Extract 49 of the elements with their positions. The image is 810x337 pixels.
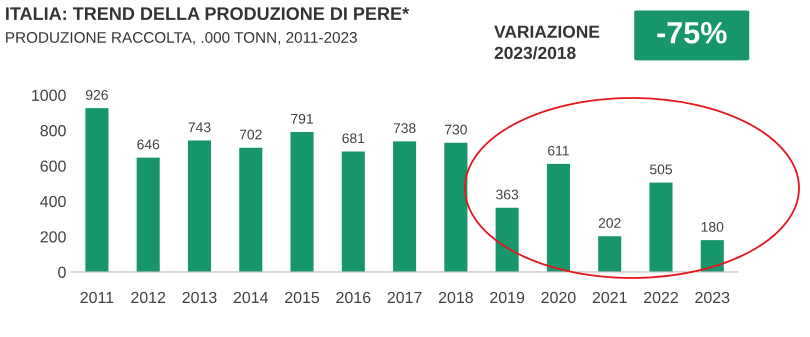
data-label: 926 — [86, 90, 108, 100]
bar — [342, 151, 365, 272]
data-label: 505 — [650, 164, 672, 174]
bar — [598, 236, 622, 272]
x-tick-label: 2013 — [182, 292, 217, 304]
x-tick-label: 2022 — [644, 292, 678, 304]
x-tick-label: 2012 — [131, 292, 166, 304]
x-tick-label: 2014 — [234, 292, 268, 304]
bar — [136, 158, 160, 272]
y-tick-label: 1000 — [32, 90, 66, 101]
data-label: 611 — [548, 146, 569, 156]
x-tick-label: 2015 — [285, 292, 320, 304]
x-tick-label: 2021 — [592, 292, 627, 304]
bar — [188, 140, 212, 272]
x-tick-label: 2018 — [438, 292, 473, 304]
bar — [290, 132, 314, 272]
text: VARIAZIONE 2023/2018 — [494, 26, 600, 60]
x-tick-label: 2016 — [336, 292, 370, 304]
data-label: 702 — [240, 130, 262, 140]
bar — [700, 240, 724, 272]
bar — [649, 182, 673, 272]
y-tick-label: 800 — [40, 125, 66, 136]
x-tick-label: 2017 — [388, 292, 422, 304]
y-tick-label: 0 — [58, 266, 66, 278]
bar — [393, 141, 416, 272]
y-tick-label: 400 — [40, 196, 66, 208]
x-tick-label: 2019 — [490, 292, 524, 304]
x-tick-label: 2020 — [541, 292, 576, 304]
data-label: 743 — [188, 122, 210, 132]
bar — [444, 142, 468, 272]
data-label: 646 — [137, 140, 160, 150]
bar — [239, 148, 262, 272]
bar — [496, 208, 519, 272]
y-tick-label: 200 — [40, 231, 66, 243]
text: -75% — [657, 22, 727, 44]
data-label: 738 — [394, 123, 416, 134]
data-label: 681 — [342, 133, 364, 144]
x-tick-label: 2023 — [695, 292, 730, 304]
y-tick-label: 600 — [40, 160, 66, 172]
chart-title: ITALIA: TREND DELLA PRODUZIONE DI PERE* — [6, 7, 410, 20]
data-label: 363 — [496, 190, 518, 200]
data-label: 791 — [291, 114, 313, 124]
x-tick-label: 2011 — [80, 292, 114, 304]
chart-subtitle: PRODUZIONE RACCOLTA, .000 TONN, 2011-2023 — [6, 32, 357, 45]
bar — [546, 164, 570, 272]
data-label: 180 — [702, 222, 724, 232]
data-label: 202 — [598, 218, 621, 228]
bar — [85, 108, 108, 272]
data-label: 730 — [445, 124, 467, 135]
